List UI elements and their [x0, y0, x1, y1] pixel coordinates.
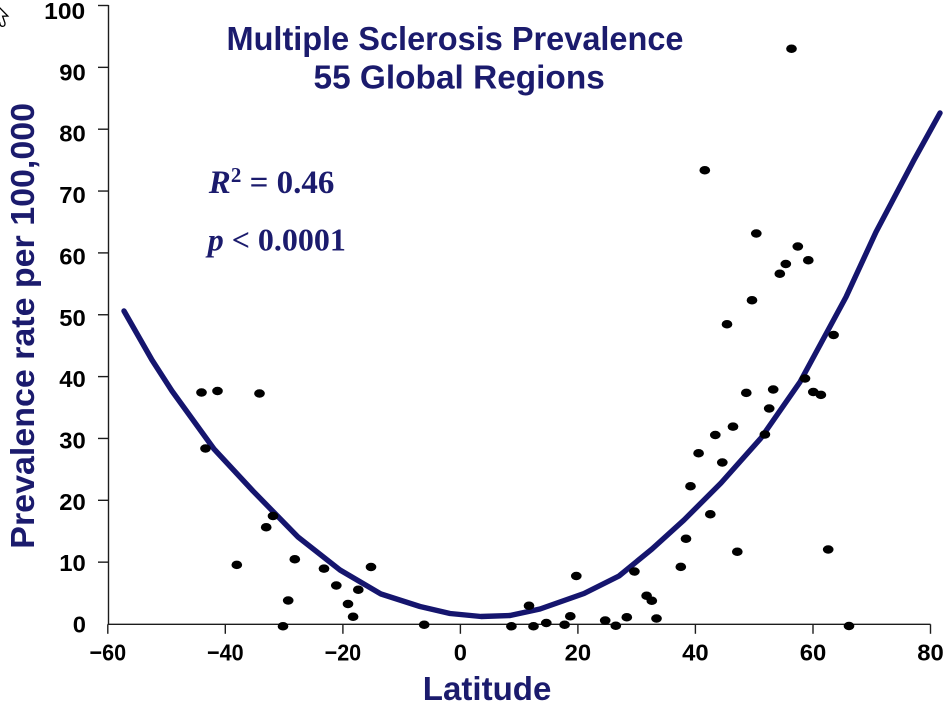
svg-text:55 Global Regions: 55 Global Regions	[314, 59, 605, 96]
svg-text:30: 30	[59, 428, 86, 454]
svg-text:Multiple Sclerosis Prevalence: Multiple Sclerosis Prevalence	[227, 20, 684, 57]
svg-text:Latitude: Latitude	[423, 670, 552, 707]
svg-text:80: 80	[917, 640, 944, 666]
svg-text:40: 40	[59, 366, 86, 392]
svg-text:50: 50	[59, 305, 86, 331]
svg-text:70: 70	[59, 182, 86, 208]
svg-text:20: 20	[59, 489, 86, 515]
svg-text:20: 20	[565, 640, 592, 666]
svg-text:p < 0.0001: p < 0.0001	[205, 222, 346, 258]
svg-text:10: 10	[59, 550, 86, 576]
svg-text:−20: −20	[325, 640, 362, 666]
svg-text:R2 = 0.46: R2 = 0.46	[208, 163, 335, 201]
svg-text:90: 90	[59, 59, 86, 85]
svg-text:−60: −60	[90, 640, 127, 666]
svg-text:60: 60	[800, 640, 827, 666]
svg-text:40: 40	[682, 640, 709, 666]
svg-text:0: 0	[73, 612, 86, 638]
svg-text:−40: −40	[207, 640, 244, 666]
svg-text:Prevalence rate per 100,000: Prevalence rate per 100,000	[4, 103, 41, 549]
svg-text:0: 0	[454, 640, 467, 666]
svg-text:60: 60	[59, 243, 86, 269]
svg-text:100: 100	[44, 0, 85, 24]
svg-text:80: 80	[59, 121, 86, 147]
